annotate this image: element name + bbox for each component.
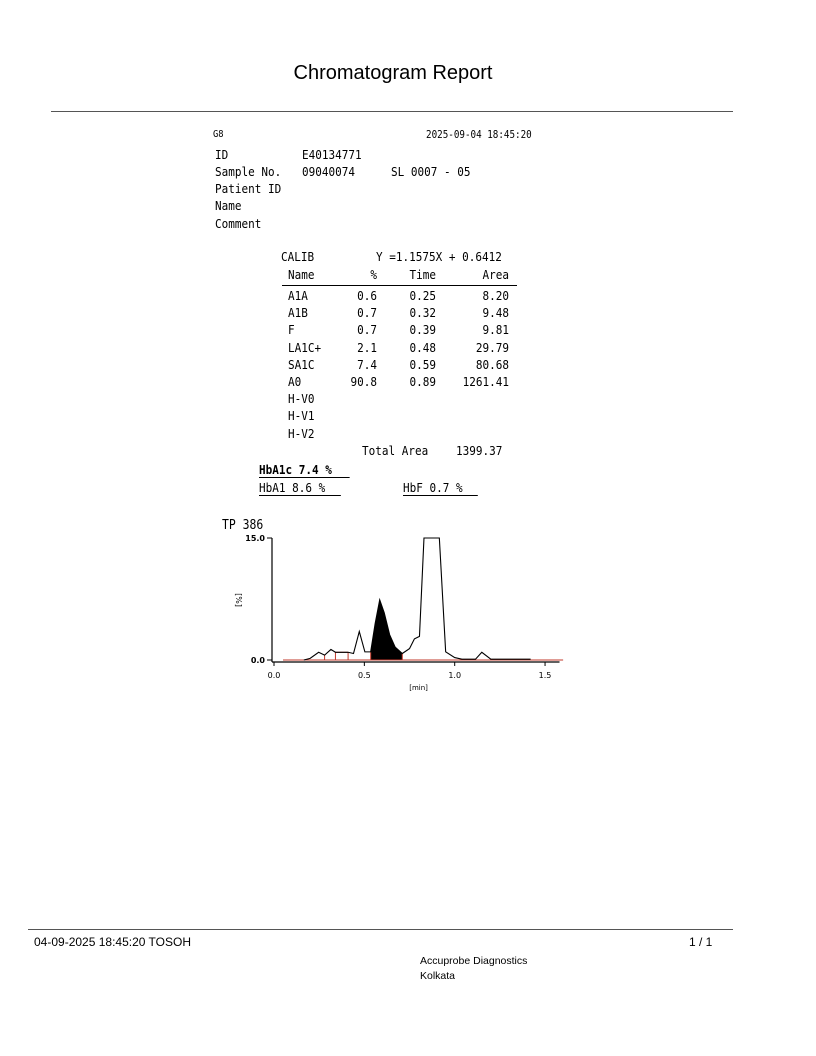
peak-area: 8.20	[482, 288, 509, 303]
sample-label: Sample No.	[215, 164, 282, 179]
peak-time: 0.39	[409, 322, 436, 338]
peak-name: A1B	[288, 305, 308, 321]
lab-name: Accuprobe Diagnostics	[420, 955, 528, 967]
title-divider	[51, 111, 733, 112]
peak-area: 1261.41	[462, 374, 509, 389]
peak-name: H-V0	[288, 391, 315, 407]
chromatogram-trace	[303, 537, 531, 661]
comment-label: Comment	[215, 216, 262, 231]
col-header-percent: %	[370, 267, 377, 282]
x-tick-label: 0.0	[268, 671, 281, 680]
report-title: Chromatogram Report	[293, 62, 493, 84]
peak-time: 0.32	[409, 305, 436, 321]
name-label: Name	[215, 198, 242, 213]
peak-time: 0.89	[409, 374, 436, 389]
peak-percent: 0.6	[357, 288, 377, 303]
total-area-value: 1399.37	[456, 443, 503, 458]
y-tick-label: 0.0	[251, 656, 266, 665]
x-tick-label: 1.0	[448, 671, 461, 680]
peak-name: SA1C	[288, 356, 315, 372]
table-header-rule	[282, 285, 517, 286]
patient-id-label: Patient ID	[215, 181, 282, 196]
peak-time: 0.25	[409, 288, 436, 303]
sample-position: SL 0007 - 05	[391, 164, 471, 179]
peak-name: LA1C+	[288, 339, 322, 355]
peak-time: 0.59	[409, 356, 436, 372]
page-number: 1 / 1	[689, 935, 713, 949]
footer-divider	[28, 929, 733, 930]
peak-area: 9.81	[482, 322, 509, 338]
peak-percent: 90.8	[350, 374, 377, 389]
total-area-label: Total Area	[362, 443, 429, 458]
col-header-time: Time	[409, 267, 436, 282]
y-tick-label: 15.0	[245, 534, 265, 543]
instrument-label: G8	[213, 129, 224, 140]
calib-label: CALIB	[281, 249, 315, 264]
peak-time: 0.48	[409, 339, 436, 355]
peak-percent: 0.7	[357, 322, 377, 338]
x-tick-label: 1.5	[539, 671, 552, 680]
calib-equation: Y =1.1575X + 0.6412	[376, 249, 502, 264]
sample-value: 09040074	[302, 164, 355, 179]
chart-title: TP 386	[222, 518, 264, 533]
x-tick-label: 0.5	[358, 671, 371, 680]
peak-percent: 0.7	[357, 305, 377, 321]
sa1c-filled-peak	[370, 599, 403, 660]
id-label: ID	[215, 147, 229, 162]
id-value: E40134771	[302, 147, 362, 162]
peak-name: F	[288, 322, 295, 338]
peak-area: 29.79	[475, 339, 509, 355]
peak-percent: 2.1	[357, 339, 377, 355]
report-datetime: 2025-09-04 18:45:20	[426, 129, 532, 141]
peak-name: A0	[288, 374, 302, 389]
hbf-result: HbF 0.7 %	[403, 480, 478, 496]
peak-name: H-V1	[288, 408, 315, 424]
peak-name: H-V2	[288, 425, 315, 441]
peak-area: 80.68	[475, 356, 509, 372]
x-axis-label: [min]	[409, 684, 428, 692]
hba1c-result: HbA1c 7.4 %	[259, 462, 350, 478]
y-axis-label: [%]	[234, 593, 243, 607]
peak-area: 9.48	[482, 305, 509, 321]
col-header-name: Name	[288, 267, 315, 282]
col-header-area: Area	[482, 267, 509, 282]
lab-city: Kolkata	[420, 970, 456, 982]
hba1-result: HbA1 8.6 %	[259, 480, 341, 496]
footer-timestamp: 04-09-2025 18:45:20 TOSOH	[34, 935, 191, 949]
peak-name: A1A	[288, 288, 308, 303]
peak-percent: 7.4	[357, 356, 377, 372]
